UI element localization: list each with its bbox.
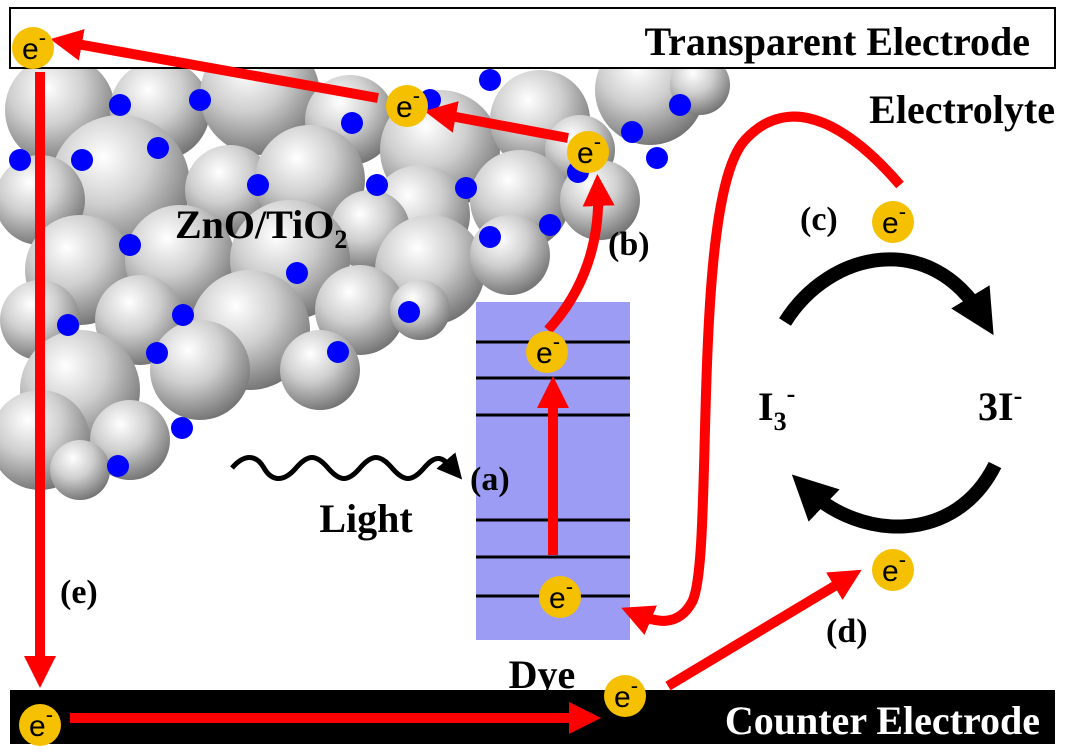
dye-dot — [71, 149, 93, 171]
electron-letter: e — [536, 337, 553, 370]
electron-charge: - — [553, 329, 560, 354]
electron: e- — [872, 199, 914, 243]
superscript: - — [787, 379, 796, 408]
dye-dot — [247, 174, 269, 196]
step-label: (a) — [470, 461, 510, 498]
iodide-label: 3I- — [978, 381, 1022, 429]
dye-dot — [119, 234, 141, 256]
semiconductor-name: ZnO/TiO — [175, 202, 334, 247]
dye-dot — [171, 417, 193, 439]
electron-letter: e — [614, 681, 631, 714]
dye-dot — [366, 174, 388, 196]
electron-charge: - — [413, 83, 420, 108]
electron-charge: - — [631, 673, 638, 698]
electrolyte-label: Electrolyte — [869, 87, 1055, 132]
subscript: 3 — [774, 407, 787, 436]
dye-dot — [172, 304, 194, 326]
dye-dot — [341, 112, 363, 134]
dye-dot — [327, 341, 349, 363]
dye-label: Dye — [509, 652, 576, 697]
electron-charge: - — [899, 199, 906, 224]
dye-dot — [621, 121, 643, 143]
dye-dot — [455, 177, 477, 199]
subscript: 2 — [334, 225, 347, 254]
particle — [280, 330, 360, 410]
electron-charge: - — [899, 547, 906, 572]
bottom-electrode-label: Counter Electrode — [725, 698, 1040, 743]
electron-letter: e — [29, 710, 46, 743]
dye-dot — [9, 149, 31, 171]
dye-dot — [57, 314, 79, 336]
light-wave — [232, 458, 454, 479]
electron-letter: e — [22, 33, 39, 66]
top-electrode-label: Transparent Electrode — [644, 19, 1030, 64]
triiodide-label: I3- — [758, 379, 795, 436]
electron-letter: e — [396, 91, 413, 124]
semiconductor-label: ZnO/TiO2 — [175, 202, 347, 254]
step-label: (b) — [608, 226, 650, 263]
dye-dot — [107, 455, 129, 477]
dye-dot — [669, 94, 691, 116]
ion-base: 3I — [978, 384, 1014, 429]
electron-letter: e — [577, 137, 594, 170]
particle — [470, 215, 550, 295]
electron: e- — [386, 83, 428, 127]
step-label: (e) — [60, 574, 98, 611]
dye-dot — [646, 147, 668, 169]
dye-dot — [146, 342, 168, 364]
dye-dot — [479, 69, 501, 91]
electron: e- — [604, 673, 646, 717]
ion-base: I — [758, 384, 774, 429]
dye-dot — [147, 137, 169, 159]
superscript: - — [1014, 381, 1023, 410]
electron: e- — [872, 547, 914, 591]
step-label: (d) — [826, 613, 868, 650]
electron-letter: e — [882, 555, 899, 588]
dye-dot — [286, 262, 308, 284]
step-label: (c) — [800, 201, 838, 238]
dye-dot — [109, 94, 131, 116]
dye-dot — [189, 89, 211, 111]
electron-charge: - — [39, 25, 46, 50]
redox-cycle — [785, 259, 995, 526]
electron-charge: - — [594, 129, 601, 154]
dye-dot — [539, 214, 561, 236]
dye-dot — [479, 226, 501, 248]
particle — [50, 440, 110, 500]
electron-charge: - — [566, 574, 573, 599]
particle — [150, 320, 250, 420]
light-label: Light — [319, 496, 413, 541]
electron-letter: e — [882, 207, 899, 240]
electron-letter: e — [549, 582, 566, 615]
dssc-diagram: Transparent Electrode Counter Electrode … — [0, 0, 1066, 756]
dye-dot — [398, 301, 420, 323]
electron-charge: - — [46, 702, 53, 727]
